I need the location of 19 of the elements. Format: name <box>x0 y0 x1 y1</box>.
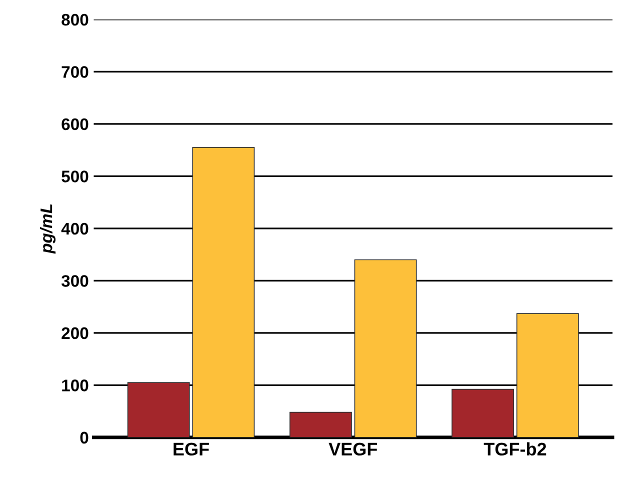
y-tick-label: 800 <box>62 14 88 26</box>
y-tick-label: 300 <box>61 275 88 287</box>
y-tick-label: 0 <box>80 432 88 444</box>
x-tick-label: TGF-b2 <box>484 442 546 456</box>
bar <box>192 147 255 438</box>
bar <box>127 382 190 438</box>
y-tick-label: 500 <box>62 170 88 182</box>
y-tick-label: 700 <box>62 66 88 78</box>
bar <box>516 313 579 438</box>
x-tick-label: VEGF <box>328 442 378 456</box>
y-tick-label: 400 <box>61 222 88 235</box>
y-axis-title: pg/mL <box>40 204 56 254</box>
x-tick-label: EGF <box>174 442 209 456</box>
y-tick-label: 100 <box>62 380 88 392</box>
bar <box>289 412 352 438</box>
y-tick-label: 600 <box>62 118 88 130</box>
bar <box>452 388 514 438</box>
bar <box>354 259 417 438</box>
y-tick-label: 200 <box>62 327 88 340</box>
